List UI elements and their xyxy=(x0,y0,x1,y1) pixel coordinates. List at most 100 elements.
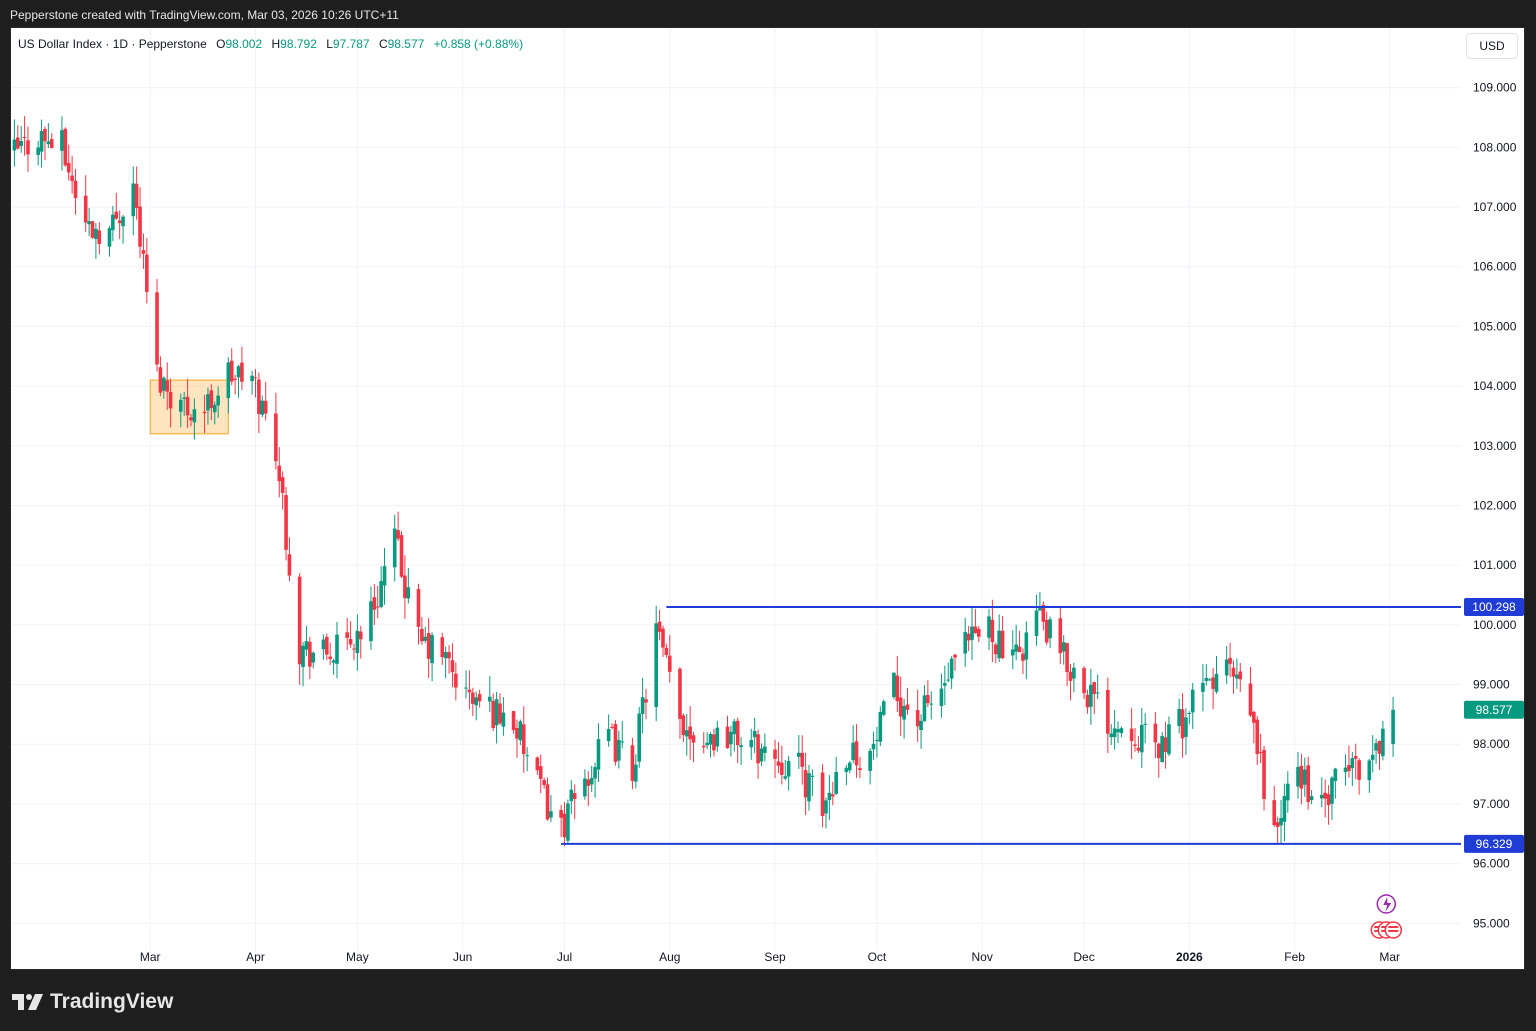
candle-body xyxy=(878,711,883,742)
candle xyxy=(73,168,78,215)
candle-body xyxy=(253,377,258,379)
candle-body xyxy=(498,703,502,724)
candle xyxy=(1072,662,1076,693)
candle-body xyxy=(613,724,618,762)
candle-body xyxy=(1248,683,1253,716)
candle xyxy=(949,656,954,689)
candle-body xyxy=(280,477,285,493)
candle-body xyxy=(830,794,835,797)
candle xyxy=(542,777,546,789)
candle-body xyxy=(145,254,149,292)
candle xyxy=(117,210,122,239)
candle xyxy=(1139,708,1144,769)
candle-body xyxy=(1377,741,1382,754)
candle-body xyxy=(97,230,102,244)
chart-panel[interactable]: 109.000 108.000 107.000 106.000 105.000 104.0… xyxy=(10,27,1525,970)
candle-body xyxy=(1106,689,1110,734)
candle xyxy=(1000,615,1005,660)
candle-body xyxy=(1258,752,1263,754)
candle-body xyxy=(379,581,383,607)
candle xyxy=(712,728,716,757)
candle-body xyxy=(545,784,550,820)
candle-body xyxy=(1347,764,1351,772)
candle-body xyxy=(63,128,68,166)
currency-button[interactable]: USD xyxy=(1466,33,1518,59)
candle xyxy=(756,729,760,779)
candle xyxy=(637,706,642,768)
candle xyxy=(797,735,801,769)
candle xyxy=(617,730,621,769)
candle-body xyxy=(450,660,455,673)
candle-body xyxy=(976,629,981,637)
candle xyxy=(49,133,54,149)
candle xyxy=(43,126,47,161)
candle xyxy=(566,799,570,844)
candle xyxy=(494,691,499,744)
candle-body xyxy=(858,768,862,770)
candle-body xyxy=(1153,723,1158,743)
candle xyxy=(878,706,883,747)
candle xyxy=(780,745,784,785)
candle-body xyxy=(946,679,951,681)
candle-body xyxy=(1309,796,1314,801)
candle xyxy=(131,166,136,236)
candle xyxy=(946,662,951,683)
tradingview-logo[interactable]: TradingView xyxy=(12,990,173,1014)
candle-body xyxy=(987,616,991,638)
candle xyxy=(257,372,261,434)
candle xyxy=(83,175,88,233)
candle xyxy=(447,645,451,674)
candle-body xyxy=(331,660,336,663)
level-price-label: 100.298 xyxy=(1472,600,1516,614)
x-tick-label: Nov xyxy=(972,950,993,964)
candle xyxy=(875,726,879,758)
candle-body xyxy=(107,228,112,247)
candle-body xyxy=(1133,744,1137,746)
candle xyxy=(773,739,777,779)
candle-body xyxy=(1326,794,1331,806)
candle-body xyxy=(311,652,316,663)
candle-body xyxy=(1061,642,1066,652)
x-tick-label: 2026 xyxy=(1176,950,1203,964)
candle xyxy=(1068,664,1073,701)
candle xyxy=(820,764,825,828)
candle xyxy=(182,392,186,416)
candle xyxy=(596,723,601,782)
candle xyxy=(752,717,757,754)
candle xyxy=(549,794,553,822)
candle-body xyxy=(114,211,119,219)
candle-body xyxy=(1306,765,1310,803)
candle-body xyxy=(905,704,910,710)
candle-body xyxy=(749,739,754,748)
candle xyxy=(854,724,859,778)
candle-body xyxy=(895,675,900,702)
candle xyxy=(1177,698,1181,734)
candlestick-chart[interactable]: 109.000 108.000 107.000 106.000 105.000 104.0… xyxy=(11,28,1526,971)
symbol-title[interactable]: US Dollar Index · 1D · Pepperstone xyxy=(18,37,207,51)
candle xyxy=(919,714,923,749)
candle-body xyxy=(701,745,706,748)
candle xyxy=(1095,674,1100,700)
candle xyxy=(953,653,957,671)
candle-body xyxy=(447,652,451,659)
candle xyxy=(1201,664,1205,712)
y-tick-label: 99.000 xyxy=(1473,678,1510,692)
candle xyxy=(1302,757,1307,797)
candle xyxy=(1119,726,1124,738)
candle-body xyxy=(1201,682,1205,692)
candle xyxy=(589,765,594,793)
candle-body xyxy=(915,710,920,727)
candle-body xyxy=(1143,723,1147,725)
candle-body xyxy=(162,377,166,391)
candle-body xyxy=(464,687,468,689)
candle-body xyxy=(284,495,288,550)
candle xyxy=(515,719,519,758)
candle-body xyxy=(535,757,540,771)
candle-body xyxy=(691,735,696,743)
candle xyxy=(1306,756,1310,810)
candle xyxy=(250,370,254,395)
candle-body xyxy=(970,626,974,640)
candle xyxy=(630,737,635,790)
candle xyxy=(739,737,743,765)
candle xyxy=(1156,742,1161,778)
